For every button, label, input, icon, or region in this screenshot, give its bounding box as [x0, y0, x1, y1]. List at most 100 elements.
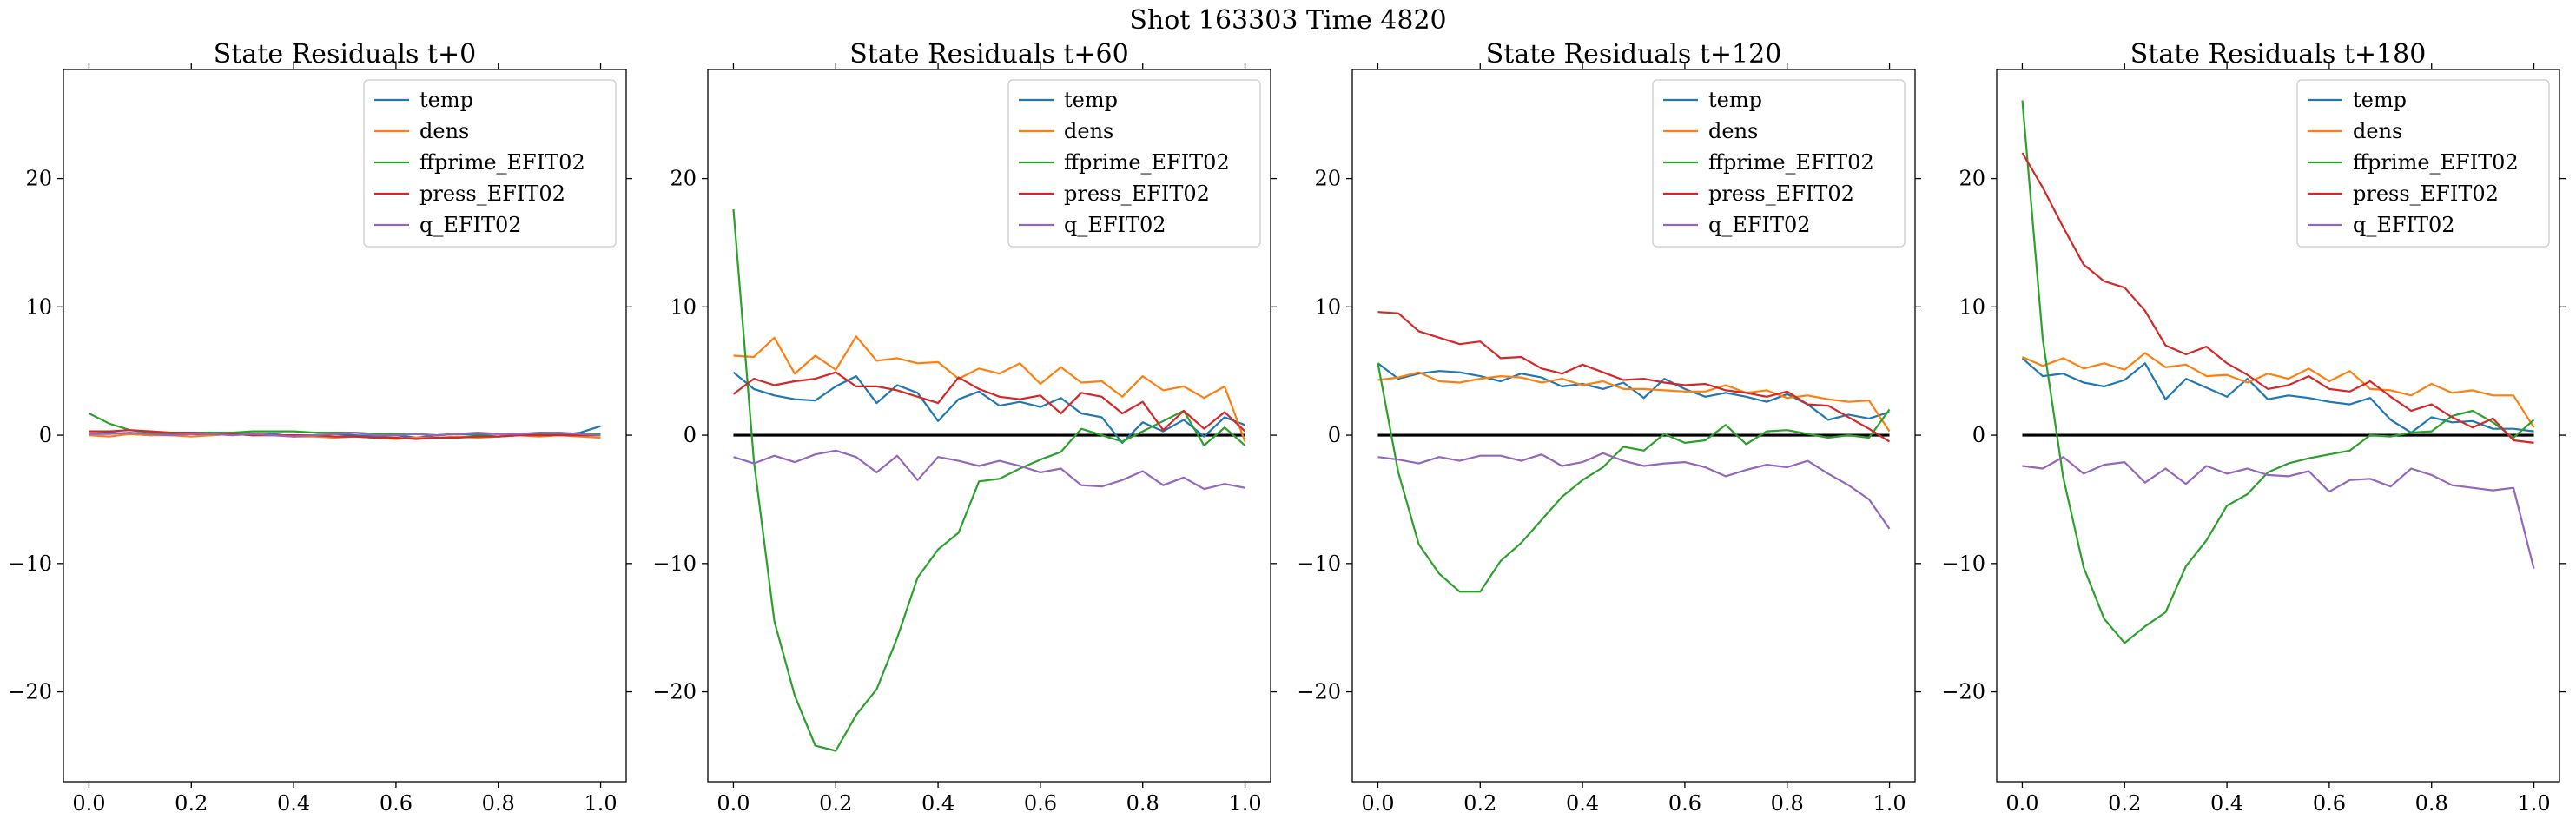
x-tick-label: 0.6 — [1024, 791, 1057, 816]
series-line-dens — [2022, 352, 2535, 428]
y-tick-label: 0 — [39, 423, 52, 447]
x-tick-label: 1.0 — [2517, 791, 2550, 816]
legend-label: temp — [419, 88, 473, 112]
legend: temp dens ffprime_EFIT02 press_EFIT02 q_EFIT… — [2296, 79, 2550, 248]
x-tick-label: 0.2 — [819, 791, 852, 816]
y-tick-label: −20 — [652, 680, 697, 704]
subplot-title: State Residuals t+120 — [1486, 39, 1782, 69]
series-line-press-efit02 — [89, 429, 601, 440]
y-tick-label: 0 — [1972, 423, 1985, 447]
x-tick-label: 0.0 — [717, 791, 750, 816]
series-lines — [1377, 311, 1891, 593]
legend-box — [1007, 79, 1261, 248]
axes-frame — [1351, 69, 1916, 783]
series-lines — [89, 413, 601, 440]
x-tick-label: 0.4 — [2210, 791, 2243, 816]
legend-label: q_EFIT02 — [2353, 213, 2455, 237]
legend-label: q_EFIT02 — [1708, 213, 1811, 237]
legend-label: q_EFIT02 — [1064, 213, 1166, 237]
x-tick-label: 0.4 — [277, 791, 310, 816]
legend-label: press_EFIT02 — [419, 182, 565, 206]
axes-frame — [63, 69, 627, 783]
series-line-dens — [733, 335, 1246, 442]
series-lines — [732, 208, 1246, 752]
y-tick-label: −20 — [8, 680, 52, 704]
series-line-ffprime-efit02 — [732, 208, 1246, 752]
x-tick-label: 0.6 — [2313, 791, 2346, 816]
series-lines — [2021, 100, 2535, 644]
series-line-q-efit02 — [733, 449, 1245, 491]
x-tick-label: 1.0 — [1228, 791, 1261, 816]
y-tick-label: 0 — [684, 423, 697, 447]
legend: temp dens ffprime_EFIT02 press_EFIT02 q_EFIT… — [363, 79, 617, 248]
x-tick-label: 0.4 — [921, 791, 954, 816]
y-tick-label: −20 — [1297, 680, 1341, 704]
series-line-temp — [2021, 357, 2534, 434]
legend-box — [363, 79, 617, 248]
x-tick-label: 0.8 — [482, 791, 515, 816]
subplot-0: State Residuals t+0 0.0 0.2 0.4 0.6 0.8 1.0 −20… — [8, 39, 632, 816]
y-tick-label: −20 — [1941, 680, 1985, 704]
legend-label: press_EFIT02 — [2353, 182, 2499, 206]
x-tick-label: 0.8 — [2415, 791, 2448, 816]
legend-label: dens — [1708, 119, 1758, 143]
legend-label: ffprime_EFIT02 — [1064, 150, 1230, 175]
x-tick-label: 0.0 — [1361, 791, 1394, 816]
legend-label: press_EFIT02 — [1064, 182, 1210, 206]
legend-label: ffprime_EFIT02 — [2353, 150, 2519, 175]
legend-box — [1652, 79, 1906, 248]
y-tick-label: 20 — [25, 167, 52, 191]
subplot-grid: State Residuals t+0 0.0 0.2 0.4 0.6 0.8 1.0 −20… — [8, 39, 2566, 816]
y-tick-label: 20 — [670, 167, 697, 191]
series-line-ffprime-efit02 — [1377, 363, 1891, 593]
x-tick-label: 1.0 — [584, 791, 617, 816]
legend-label: dens — [1064, 119, 1113, 143]
legend-label: ffprime_EFIT02 — [1708, 150, 1874, 175]
series-line-q-efit02 — [89, 432, 601, 438]
x-tick-label: 0.2 — [175, 791, 208, 816]
figure-suptitle: Shot 163303 Time 4820 — [1129, 5, 1446, 36]
x-tick-label: 0.2 — [2108, 791, 2141, 816]
legend-label: temp — [1064, 88, 1118, 112]
legend-label: dens — [419, 119, 469, 143]
y-tick-label: 10 — [25, 294, 52, 319]
subplot-1: State Residuals t+60 0.0 0.2 0.4 0.6 0.8 1.0 −2… — [652, 39, 1277, 816]
series-line-press-efit02 — [732, 371, 1246, 433]
x-tick-label: 0.4 — [1566, 791, 1599, 816]
series-line-temp — [732, 371, 1245, 444]
series-line-temp — [1377, 362, 1890, 421]
legend-label: q_EFIT02 — [419, 213, 522, 237]
legend-label: temp — [2353, 88, 2407, 112]
series-line-press-efit02 — [1377, 311, 1891, 443]
x-tick-label: 0.0 — [72, 791, 105, 816]
subplot-3: State Residuals t+180 0.0 0.2 0.4 0.6 0.8 1.0 −… — [1941, 39, 2566, 816]
subplot-title: State Residuals t+0 — [214, 39, 476, 69]
axes-frame — [1996, 69, 2560, 783]
legend-label: ffprime_EFIT02 — [419, 150, 585, 175]
x-tick-label: 1.0 — [1873, 791, 1906, 816]
axes-frame — [707, 69, 1271, 783]
y-tick-label: 20 — [1958, 167, 1985, 191]
y-tick-label: 10 — [1314, 294, 1341, 319]
x-tick-label: 0.8 — [1126, 791, 1159, 816]
legend-label: dens — [2353, 119, 2402, 143]
y-tick-label: 20 — [1314, 167, 1341, 191]
series-line-q-efit02 — [2022, 456, 2535, 569]
series-line-press-efit02 — [2021, 152, 2534, 444]
x-tick-label: 0.6 — [380, 791, 413, 816]
subplot-title: State Residuals t+180 — [2130, 39, 2427, 69]
legend-box — [2296, 79, 2550, 248]
x-tick-label: 0.8 — [1771, 791, 1804, 816]
y-tick-label: −10 — [1941, 552, 1985, 576]
legend: temp dens ffprime_EFIT02 press_EFIT02 q_EFIT… — [1007, 79, 1261, 248]
legend-label: press_EFIT02 — [1708, 182, 1854, 206]
x-tick-label: 0.6 — [1668, 791, 1701, 816]
legend: temp dens ffprime_EFIT02 press_EFIT02 q_EFIT… — [1652, 79, 1906, 248]
y-tick-label: −10 — [652, 552, 697, 576]
series-line-q-efit02 — [1377, 452, 1891, 530]
y-tick-label: −10 — [8, 552, 52, 576]
y-tick-label: −10 — [1297, 552, 1341, 576]
series-line-dens — [1377, 371, 1891, 433]
y-tick-label: 0 — [1328, 423, 1341, 447]
